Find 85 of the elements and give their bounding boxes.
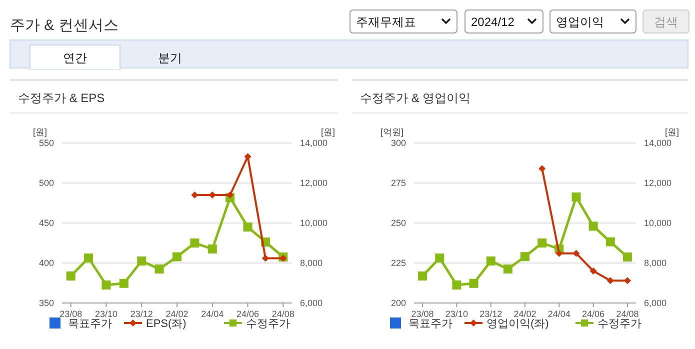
- y2-tick-label: 8,000: [300, 258, 323, 268]
- y-tick-label: 300: [390, 138, 406, 148]
- x-tick-label: 24/08: [272, 309, 294, 319]
- point: [190, 238, 200, 248]
- legend-label: 수정주가: [246, 318, 290, 330]
- y-tick-label: 200: [390, 298, 406, 308]
- point: [191, 192, 198, 198]
- point: [102, 280, 111, 290]
- point: [556, 250, 563, 257]
- x-tick-label: 23/10: [445, 309, 468, 319]
- legend-label: EPS(좌): [146, 318, 186, 330]
- point: [452, 280, 462, 290]
- point: [137, 256, 146, 266]
- y2-axis-title: [원]: [664, 127, 680, 137]
- point: [520, 252, 530, 262]
- point: [262, 254, 269, 262]
- y-tick-label: 250: [390, 218, 406, 228]
- x-tick-label: 23/08: [60, 309, 82, 319]
- y-tick-label: 275: [390, 178, 406, 188]
- x-tick-label: 23/10: [94, 309, 118, 319]
- y2-tick-label: 12,000: [644, 178, 672, 188]
- y2-tick-label: 8,000: [644, 258, 667, 268]
- point: [226, 192, 234, 198]
- text: 분기: [158, 51, 182, 65]
- y-axis-title: [억원]: [380, 127, 404, 137]
- y2-tick-label: 12,000: [300, 178, 328, 188]
- x-tick-label: 23/08: [411, 309, 434, 319]
- point: [538, 165, 546, 172]
- text: 영업이익: [556, 15, 604, 29]
- point: [208, 244, 217, 254]
- y2-tick-label: 6,000: [644, 298, 667, 308]
- y-tick-label: 450: [38, 218, 54, 228]
- point: [243, 222, 252, 232]
- point: [84, 254, 94, 262]
- point: [588, 222, 598, 231]
- y-tick-label: 550: [38, 138, 54, 148]
- x-tick-label: 24/08: [616, 309, 639, 319]
- y2-tick-label: 14,000: [644, 138, 672, 148]
- x-tick-label: 24/06: [582, 309, 605, 319]
- y2-axis-title: [원]: [320, 127, 336, 137]
- text: 연간: [63, 51, 87, 65]
- point: [119, 278, 128, 288]
- x-tick-label: 24/02: [514, 309, 536, 319]
- chart-title: 수정주가 & EPS: [18, 91, 105, 105]
- legend-label: 영업이익(좌): [486, 318, 549, 330]
- x-tick-label: 24/06: [236, 309, 260, 319]
- legend-label: 수정주가: [598, 318, 642, 330]
- point: [66, 272, 76, 280]
- y2-tick-label: 6,000: [300, 298, 323, 308]
- point: [208, 192, 216, 198]
- point: [590, 268, 597, 274]
- point: [503, 264, 512, 274]
- point: [469, 278, 478, 288]
- y-axis-title: [원]: [32, 127, 48, 137]
- text: 검색: [654, 15, 678, 29]
- x-tick-label: 24/04: [201, 309, 224, 319]
- point: [606, 237, 615, 246]
- x-tick-label: 23/12: [480, 309, 502, 319]
- text: 2024/12: [471, 15, 515, 29]
- y2-tick-label: 10,000: [644, 218, 672, 228]
- point: [538, 238, 547, 248]
- point: [154, 264, 164, 274]
- point: [572, 250, 580, 257]
- y2-tick-label: 14,000: [300, 138, 328, 148]
- point: [572, 192, 581, 202]
- chart-title: 수정주가 & 영업이익: [360, 91, 471, 105]
- text: 주가 & 컨센서스: [10, 17, 118, 34]
- x-tick-label: 24/04: [548, 309, 570, 319]
- y2-tick-label: 10,000: [300, 218, 328, 228]
- point: [486, 256, 496, 266]
- y-tick-label: 225: [390, 258, 406, 268]
- y-tick-label: 500: [38, 178, 54, 188]
- point: [606, 277, 614, 284]
- x-tick-label: 23/12: [130, 309, 153, 319]
- point: [172, 252, 182, 262]
- point: [418, 272, 428, 280]
- point: [622, 252, 632, 262]
- x-tick-label: 24/02: [166, 309, 188, 319]
- y-tick-label: 350: [38, 298, 54, 308]
- legend-label: 목표주가: [408, 318, 452, 330]
- point: [435, 254, 444, 262]
- text: 주재무제표: [356, 15, 416, 29]
- y-tick-label: 400: [38, 258, 54, 268]
- point: [624, 277, 631, 284]
- legend-label: 목표주가: [68, 318, 112, 330]
